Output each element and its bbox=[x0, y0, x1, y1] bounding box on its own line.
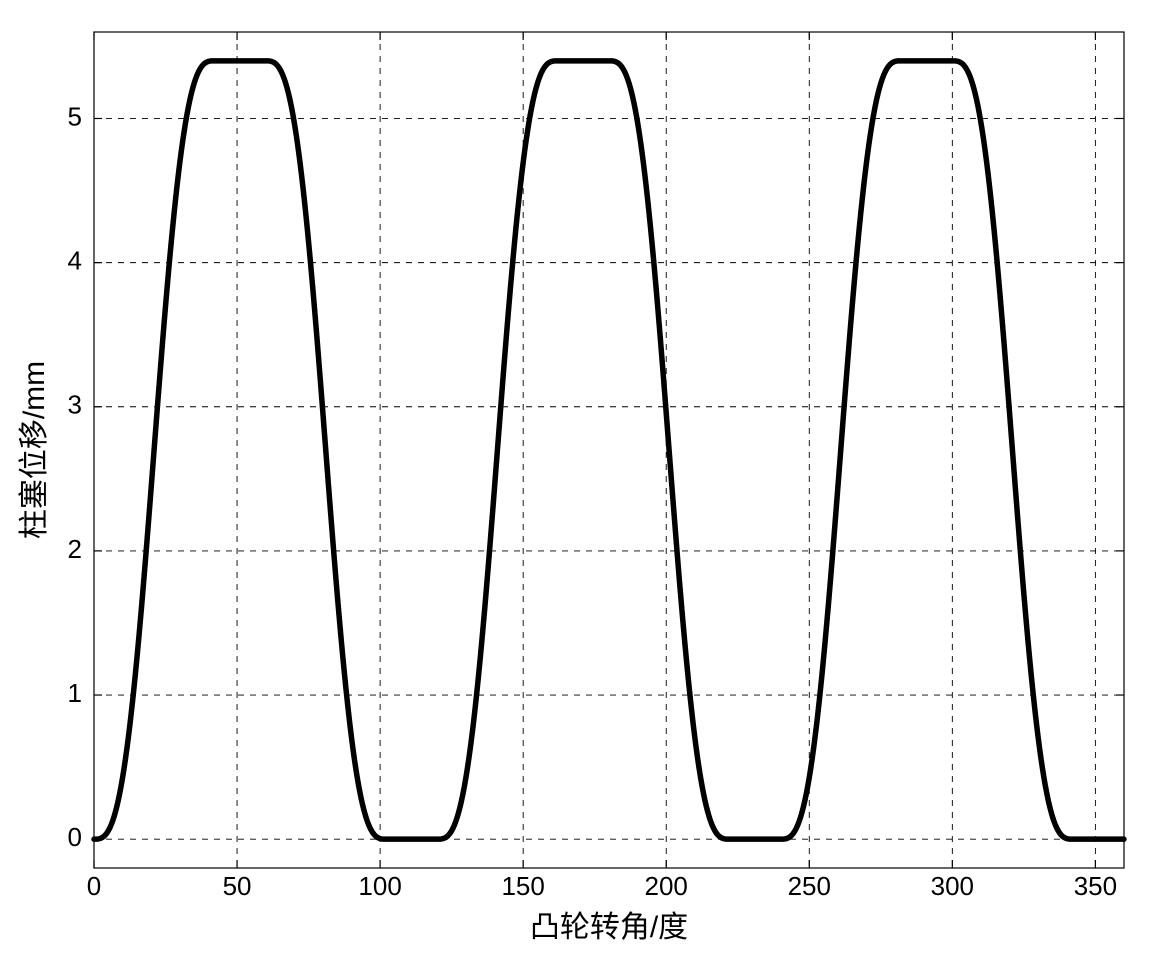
x-tick-label: 100 bbox=[358, 871, 401, 901]
y-tick-label: 4 bbox=[68, 245, 82, 275]
x-tick-label: 50 bbox=[223, 871, 252, 901]
y-tick-label: 2 bbox=[68, 534, 82, 564]
y-tick-label: 5 bbox=[68, 101, 82, 131]
y-tick-label: 0 bbox=[68, 822, 82, 852]
x-tick-label: 200 bbox=[645, 871, 688, 901]
line-chart: 0 50 100 150 200 250 300 350 0 1 2 3 4 5 凸轮转角/度 柱塞位移/mm bbox=[0, 0, 1150, 959]
x-axis-label: 凸轮转角/度 bbox=[530, 911, 688, 944]
x-tick-label: 300 bbox=[931, 871, 974, 901]
x-tick-label: 350 bbox=[1074, 871, 1117, 901]
x-tick-label: 250 bbox=[788, 871, 831, 901]
x-tick-label: 0 bbox=[87, 871, 101, 901]
y-tick-label: 1 bbox=[68, 678, 82, 708]
y-axis-label: 柱塞位移/mm bbox=[18, 361, 51, 539]
x-tick-label: 150 bbox=[501, 871, 544, 901]
y-tick-label: 3 bbox=[68, 390, 82, 420]
chart-container: 0 50 100 150 200 250 300 350 0 1 2 3 4 5 凸轮转角/度 柱塞位移/mm bbox=[0, 0, 1150, 959]
